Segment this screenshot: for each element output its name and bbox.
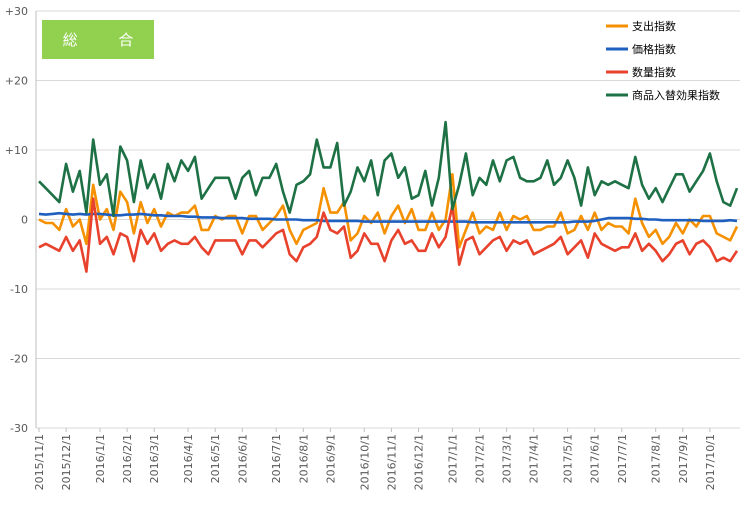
y-tick-label: +10 bbox=[5, 144, 28, 157]
y-tick-label: +30 bbox=[5, 5, 28, 18]
x-tick-label: 2016/10/1 bbox=[358, 434, 371, 490]
x-tick-label: 2017/10/1 bbox=[704, 434, 717, 490]
x-tick-label: 2016/9/1 bbox=[324, 434, 337, 483]
x-tick-label: 2017/3/1 bbox=[501, 434, 514, 483]
x-tick-label: 2017/8/1 bbox=[650, 434, 663, 483]
x-tick-label: 2016/6/1 bbox=[236, 434, 249, 483]
x-tick-label: 2015/12/1 bbox=[60, 434, 73, 490]
y-tick-label: -30 bbox=[10, 422, 28, 435]
category-badge: 総 合 bbox=[42, 20, 154, 59]
x-tick-label: 2017/1/1 bbox=[446, 434, 459, 483]
x-tick-label: 2016/7/1 bbox=[270, 434, 283, 483]
x-tick-label: 2015/11/1 bbox=[33, 434, 46, 490]
series-line-0 bbox=[38, 173, 739, 249]
series-line-2 bbox=[38, 197, 739, 273]
legend-label-1: 価格指数 bbox=[632, 42, 676, 56]
gridlines bbox=[35, 10, 740, 429]
x-tick-label: 2016/12/1 bbox=[412, 434, 425, 490]
y-tick-label: 0 bbox=[21, 214, 28, 227]
x-axis-ticks: 2015/11/1 2015/12/1 2016/1/1 2016/2/1 2016/3… bbox=[33, 428, 717, 490]
y-tick-label: -20 bbox=[10, 353, 28, 366]
series-line-3 bbox=[38, 120, 739, 218]
x-tick-label: 2017/6/1 bbox=[589, 434, 602, 483]
x-tick-label: 2017/9/1 bbox=[677, 434, 690, 483]
x-tick-label: 2016/11/1 bbox=[385, 434, 398, 490]
y-tick-label: -10 bbox=[10, 283, 28, 296]
legend-label-3: 商品入替効果指数 bbox=[632, 88, 720, 102]
x-tick-label: 2016/2/1 bbox=[121, 434, 134, 483]
x-tick-label: 2016/5/1 bbox=[209, 434, 222, 483]
legend-label-0: 支出指数 bbox=[632, 19, 676, 33]
x-tick-label: 2016/3/1 bbox=[148, 434, 161, 483]
x-tick-label: 2017/5/1 bbox=[562, 434, 575, 483]
series-line-1 bbox=[38, 211, 738, 224]
x-tick-label: 2017/4/1 bbox=[528, 434, 541, 483]
legend-label-2: 数量指数 bbox=[632, 65, 676, 79]
series-lines bbox=[38, 120, 739, 273]
x-tick-label: 2017/7/1 bbox=[616, 434, 629, 483]
x-tick-label: 2016/8/1 bbox=[297, 434, 310, 483]
y-axis-ticks: +30 +20 +10 0 -10 -20 -30 bbox=[5, 5, 28, 435]
y-tick-label: +20 bbox=[5, 75, 28, 88]
x-tick-label: 2017/2/1 bbox=[473, 434, 486, 483]
x-tick-label: 2016/4/1 bbox=[182, 434, 195, 483]
x-tick-label: 2016/1/1 bbox=[94, 434, 107, 483]
